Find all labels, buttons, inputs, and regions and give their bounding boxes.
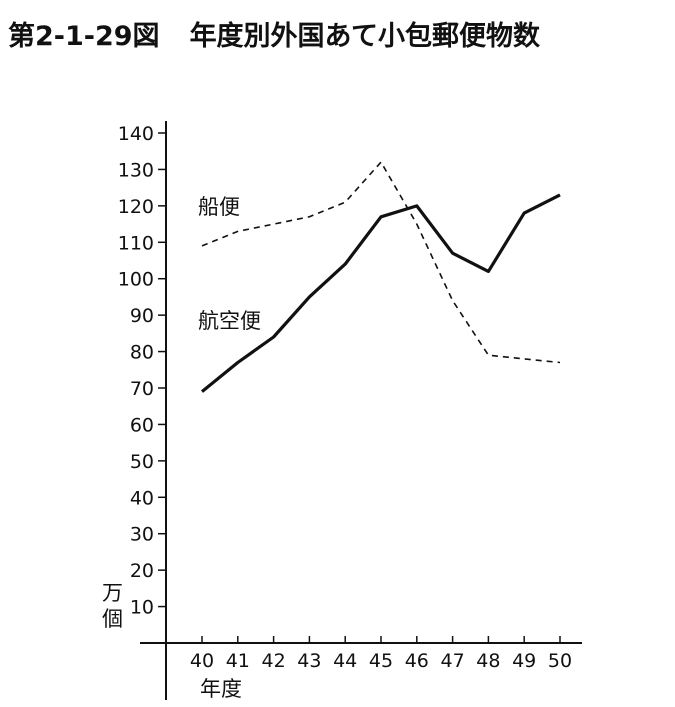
y-tick-label: 40 (130, 487, 154, 509)
y-tick-label: 60 (130, 414, 154, 436)
figure-number: 第2-1-29図 (8, 21, 160, 52)
y-tick-label: 90 (130, 305, 154, 327)
series-label-ship: 船便 (198, 195, 240, 219)
x-tick-label: 40 (190, 650, 214, 672)
y-axis-unit-label: 万個 (102, 581, 123, 631)
x-tick-label: 42 (262, 650, 286, 672)
series-line-air (200, 193, 561, 393)
x-tick-label: 46 (405, 650, 429, 672)
y-tick-label: 80 (130, 342, 154, 364)
x-tick-label: 47 (441, 650, 465, 672)
x-tick-label: 49 (512, 650, 536, 672)
x-tick-label: 44 (333, 650, 357, 672)
chart-title: 第2-1-29図 年度別外国あて小包郵便物数 (8, 14, 540, 53)
x-tick-label: 41 (226, 650, 250, 672)
y-tick-label: 70 (130, 378, 154, 400)
y-tick-label: 110 (118, 232, 154, 254)
x-axis-label: 年度 (200, 677, 242, 701)
y-tick-label: 140 (118, 123, 154, 145)
y-tick-label: 100 (118, 269, 154, 291)
x-tick-label: 45 (369, 650, 393, 672)
x-tick-label: 48 (476, 650, 500, 672)
y-tick-label: 30 (130, 524, 154, 546)
x-tick-label: 43 (297, 650, 321, 672)
figure-title-text: 年度別外国あて小包郵便物数 (189, 21, 541, 52)
y-tick-label: 120 (118, 196, 154, 218)
y-tick-label: 50 (130, 451, 154, 473)
y-tick-label: 20 (130, 560, 154, 582)
y-tick-label: 10 (130, 597, 154, 619)
series-label-air: 航空便 (198, 309, 261, 333)
x-tick-label: 50 (548, 650, 572, 672)
y-tick-label: 130 (118, 159, 154, 181)
